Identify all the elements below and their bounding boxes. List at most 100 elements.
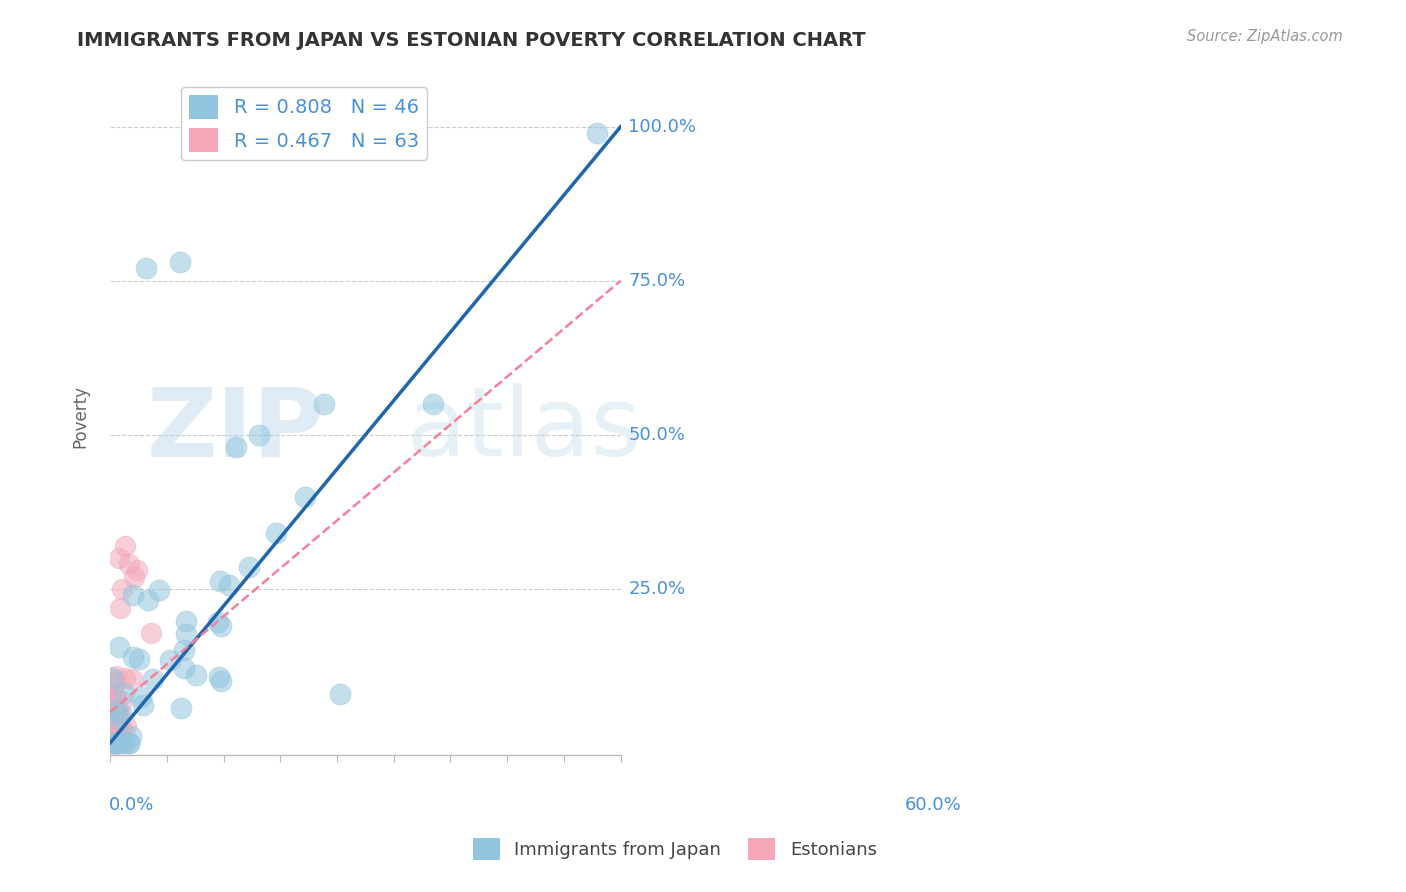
- Point: [120, 730, 142, 744]
- Point: [101, 736, 124, 750]
- Point: [174, 627, 197, 641]
- Point: [122, 588, 145, 602]
- Legend: Immigrants from Japan, Estonians: Immigrants from Japan, Estonians: [465, 830, 884, 867]
- Point: [108, 736, 131, 750]
- Point: [159, 653, 181, 667]
- Point: [104, 675, 127, 690]
- Point: [118, 736, 141, 750]
- Point: [208, 670, 231, 684]
- Point: [173, 642, 195, 657]
- Point: [104, 725, 127, 739]
- Point: [127, 564, 149, 578]
- Text: 75.0%: 75.0%: [628, 272, 685, 290]
- Point: [103, 692, 125, 706]
- Point: [218, 578, 240, 592]
- Point: [100, 735, 122, 749]
- Point: [103, 736, 125, 750]
- Text: 0.0%: 0.0%: [110, 796, 155, 814]
- Point: [114, 539, 136, 553]
- Point: [101, 736, 124, 750]
- Point: [186, 668, 208, 682]
- Point: [209, 674, 232, 689]
- Point: [103, 736, 125, 750]
- Point: [294, 490, 316, 504]
- Point: [107, 709, 129, 723]
- Point: [111, 722, 134, 736]
- Point: [107, 726, 129, 740]
- Point: [103, 692, 125, 706]
- Point: [104, 689, 127, 703]
- Point: [107, 705, 129, 719]
- Point: [108, 601, 131, 615]
- Point: [107, 736, 129, 750]
- Point: [104, 736, 127, 750]
- Legend: R = 0.808   N = 46, R = 0.467   N = 63: R = 0.808 N = 46, R = 0.467 N = 63: [181, 87, 427, 160]
- Point: [105, 736, 128, 750]
- Point: [131, 698, 153, 713]
- Point: [100, 694, 122, 708]
- Point: [314, 397, 336, 411]
- Point: [101, 736, 124, 750]
- Point: [103, 703, 125, 717]
- Point: [139, 625, 162, 640]
- Point: [100, 736, 122, 750]
- Point: [122, 649, 145, 664]
- Point: [104, 736, 127, 750]
- Point: [174, 615, 197, 629]
- Point: [209, 619, 232, 633]
- Point: [104, 673, 127, 687]
- Point: [104, 703, 127, 717]
- Point: [136, 593, 159, 607]
- Point: [118, 558, 141, 572]
- Point: [103, 736, 125, 750]
- Point: [105, 669, 128, 683]
- Point: [207, 615, 229, 629]
- Point: [105, 705, 128, 719]
- Point: [247, 428, 270, 442]
- Point: [238, 559, 260, 574]
- Text: 100.0%: 100.0%: [628, 118, 696, 136]
- Point: [103, 736, 125, 750]
- Point: [135, 261, 157, 276]
- Point: [121, 673, 143, 687]
- Point: [111, 582, 134, 596]
- Point: [112, 736, 135, 750]
- Point: [101, 709, 124, 723]
- Text: 50.0%: 50.0%: [628, 425, 685, 444]
- Point: [104, 713, 127, 727]
- Point: [100, 736, 122, 750]
- Point: [107, 718, 129, 732]
- Text: 60.0%: 60.0%: [905, 796, 962, 814]
- Point: [173, 661, 195, 675]
- Point: [107, 704, 129, 718]
- Text: atlas: atlas: [406, 384, 641, 476]
- Point: [170, 701, 193, 715]
- Text: ZIP: ZIP: [146, 384, 325, 476]
- Point: [107, 722, 129, 736]
- Point: [114, 671, 136, 685]
- Point: [100, 736, 122, 750]
- Text: Source: ZipAtlas.com: Source: ZipAtlas.com: [1187, 29, 1343, 44]
- Point: [101, 736, 124, 750]
- Point: [105, 711, 128, 725]
- Point: [225, 440, 247, 454]
- Point: [104, 736, 127, 750]
- Point: [103, 687, 125, 701]
- Point: [103, 736, 125, 750]
- Point: [103, 702, 125, 716]
- Point: [101, 731, 124, 746]
- Point: [104, 694, 127, 708]
- Point: [103, 711, 125, 725]
- Point: [329, 687, 352, 701]
- Point: [129, 690, 152, 704]
- Point: [118, 736, 141, 750]
- Point: [128, 652, 150, 666]
- Point: [169, 255, 191, 269]
- Point: [100, 736, 122, 750]
- Point: [264, 526, 287, 541]
- Point: [108, 640, 131, 654]
- Point: [112, 686, 135, 700]
- Point: [114, 719, 136, 733]
- Y-axis label: Poverty: Poverty: [72, 384, 89, 448]
- Point: [105, 724, 128, 739]
